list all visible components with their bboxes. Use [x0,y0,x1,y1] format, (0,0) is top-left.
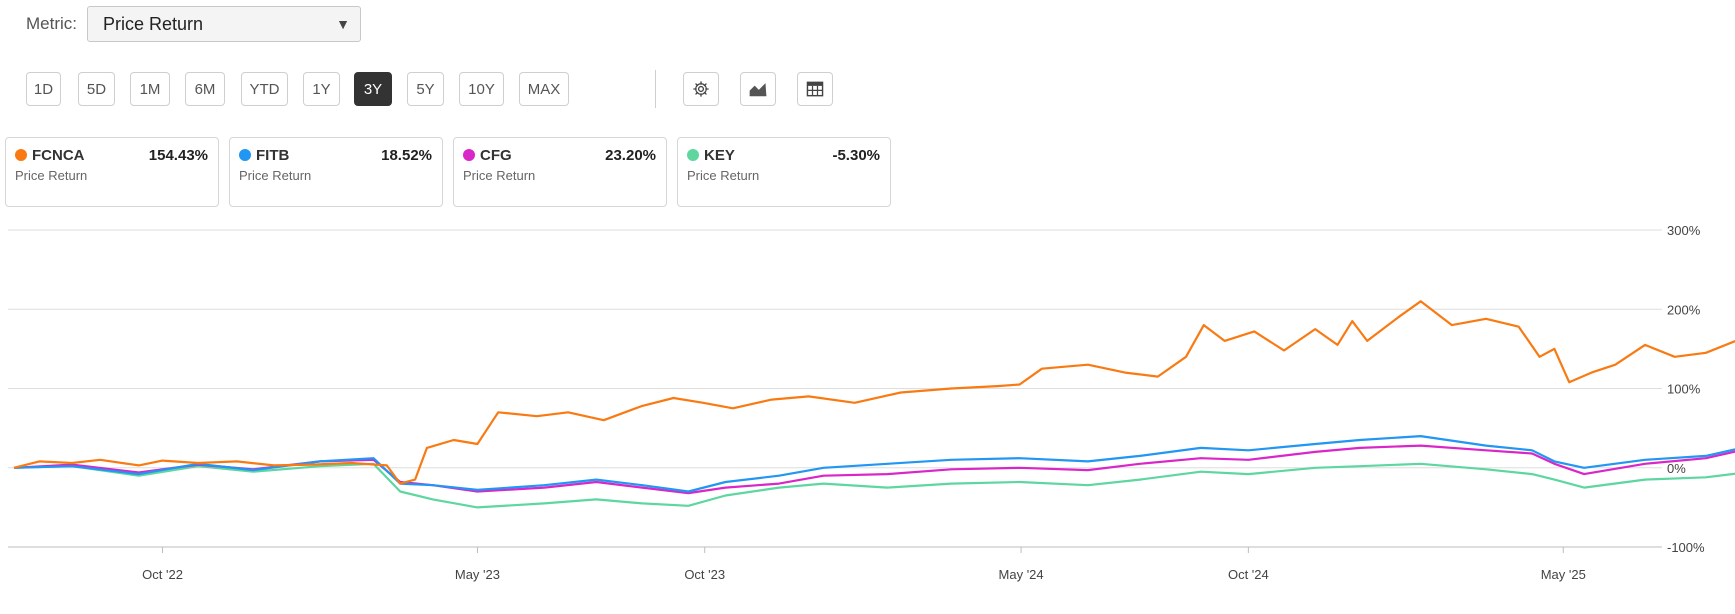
chart-type-button[interactable] [740,72,776,106]
metric-label: Metric: [26,14,77,33]
range-5y-button[interactable]: 5Y [407,72,444,106]
legend-metric: Price Return [239,168,312,183]
toolbar-divider [655,70,656,108]
settings-button[interactable] [683,72,719,106]
legend-card-cfg[interactable]: CFG 23.20% Price Return [453,137,667,207]
legend-value: 23.20% [605,147,656,164]
series-line-fitb [13,435,1735,493]
range-1m-button[interactable]: 1M [130,72,170,106]
y-tick-label: 200% [1667,302,1701,317]
x-tick-label: Oct '23 [684,567,725,582]
caret-down-icon: ▼ [336,16,350,32]
legend-card-key[interactable]: KEY -5.30% Price Return [677,137,891,207]
metric-select-value: Price Return [103,13,204,34]
series-color-dot [15,149,27,161]
range-6m-button[interactable]: 6M [185,72,225,106]
legend-card-fitb[interactable]: FITB 18.52% Price Return [229,137,443,207]
legend-ticker: KEY [704,147,735,164]
x-tick-label: Oct '22 [142,567,183,582]
metric-select[interactable]: Price Return ▼ [87,6,361,42]
x-tick-label: May '23 [455,567,500,582]
series-line-key [13,462,1735,509]
x-tick-label: Oct '24 [1228,567,1269,582]
series-color-dot [239,149,251,161]
legend-ticker: CFG [480,147,512,164]
y-tick-label: 0% [1667,461,1686,476]
series-color-dot [687,149,699,161]
legend-metric: Price Return [687,168,760,183]
range-max-button[interactable]: MAX [519,72,569,106]
y-tick-label: 300% [1667,223,1701,238]
y-tick-label: -100% [1667,540,1705,555]
legend-value: 18.52% [381,147,432,164]
range-ytd-button[interactable]: YTD [241,72,288,106]
gear-icon [693,81,709,97]
area-chart-icon [749,83,767,97]
series-color-dot [463,149,475,161]
range-10y-button[interactable]: 10Y [459,72,504,106]
table-icon [806,81,824,97]
legend-metric: Price Return [463,168,536,183]
legend-metric: Price Return [15,168,88,183]
table-view-button[interactable] [797,72,833,106]
x-tick-label: May '25 [1541,567,1586,582]
legend-value: 154.43% [148,147,208,164]
range-5d-button[interactable]: 5D [78,72,115,106]
legend-card-fcnca[interactable]: FCNCA 154.43% Price Return [5,137,219,207]
range-1d-button[interactable]: 1D [26,72,61,106]
legend-ticker: FCNCA [32,147,85,164]
x-tick-label: May '24 [999,567,1044,582]
range-3y-button[interactable]: 3Y [354,72,392,106]
series-line-fcnca [13,300,1735,485]
y-tick-label: 100% [1667,382,1701,397]
range-1y-button[interactable]: 1Y [303,72,340,106]
legend-value: -5.30% [832,147,880,164]
price-return-chart[interactable]: 300% 200% 100% 0% -100% Oct '22 May '23 Oct '23… [0,220,1735,614]
legend-ticker: FITB [256,147,290,164]
metric-row: Metric: Price Return ▼ [26,5,361,43]
